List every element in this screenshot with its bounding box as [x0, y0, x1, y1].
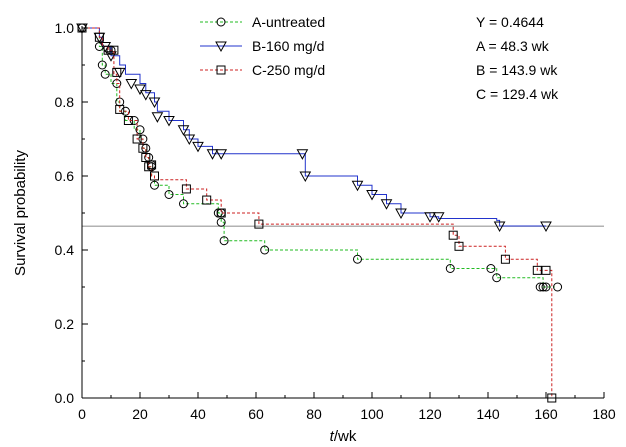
square-marker — [112, 67, 122, 77]
square-marker — [141, 153, 151, 162]
y-tick-label: 0.8 — [55, 94, 75, 110]
triangle-marker — [215, 149, 228, 160]
triangle-marker — [493, 221, 506, 232]
triangle-marker — [432, 212, 445, 223]
plot-area — [76, 23, 604, 403]
x-tick-label: 180 — [592, 406, 616, 422]
triangle-marker — [134, 84, 146, 96]
square-marker — [144, 162, 154, 172]
square-marker — [138, 143, 148, 153]
annotation-text: Y = 0.4644 — [476, 14, 544, 30]
circle-marker — [100, 69, 110, 79]
x-axis-title-italic: t — [330, 428, 335, 445]
square-marker — [109, 45, 119, 55]
legend-label: A-untreated — [252, 14, 325, 30]
circle-marker — [535, 282, 545, 292]
circle-marker — [179, 199, 188, 209]
y-axis-title: Survival probability — [12, 150, 29, 276]
triangle-marker — [148, 97, 161, 109]
circle-marker — [492, 273, 502, 283]
annotations: Y = 0.4644 A = 48.3 wk B = 143.9 wk C = 129… — [476, 14, 559, 102]
square-marker — [454, 241, 464, 251]
square-marker — [132, 134, 142, 144]
x-tick-label: 40 — [190, 406, 206, 422]
circle-marker — [219, 236, 229, 246]
y-tick-label: 0.6 — [55, 168, 75, 184]
square-marker — [147, 160, 157, 170]
triangle-marker — [177, 125, 190, 136]
annotation-text: B = 143.9 wk — [476, 62, 558, 78]
triangle-marker — [206, 149, 219, 160]
x-tick-label: 120 — [418, 406, 442, 422]
circle-marker — [553, 282, 563, 292]
circle-marker — [216, 17, 226, 27]
x-tick-label: 60 — [248, 406, 264, 422]
triangle-marker — [296, 149, 309, 160]
triangle-marker — [424, 212, 436, 223]
x-ticks: 0 20 40 60 80 100 120 140 160 180 — [78, 392, 616, 422]
x-tick-label: 100 — [360, 406, 384, 422]
square-marker — [123, 116, 133, 125]
legend-label: B-160 mg/d — [252, 38, 324, 54]
triangle-marker — [125, 79, 138, 90]
triangle-marker — [395, 208, 407, 220]
square-marker — [500, 254, 510, 264]
circle-marker — [538, 282, 548, 292]
square-marker — [115, 104, 125, 114]
triangle-marker — [151, 112, 164, 123]
triangle-marker — [163, 116, 175, 127]
circle-marker — [97, 60, 107, 70]
legend-label: C-250 mg/d — [252, 62, 325, 78]
x-axis-title-unit: /wk — [334, 428, 357, 445]
triangle-marker — [192, 141, 204, 153]
x-tick-label: 0 — [78, 406, 86, 422]
circle-marker — [135, 125, 145, 135]
square-marker — [103, 45, 113, 55]
y-tick-label: 1.0 — [55, 20, 75, 36]
series-line — [82, 27, 546, 227]
square-marker — [216, 208, 226, 218]
y-tick-label: 0.0 — [55, 390, 75, 406]
circle-marker — [445, 264, 455, 273]
y-tick-label: 0.2 — [55, 316, 75, 332]
series-line — [82, 27, 553, 398]
square-marker — [254, 219, 264, 229]
y-ticks: 0.0 0.2 0.4 0.6 0.8 1.0 — [55, 20, 88, 406]
square-marker — [216, 65, 226, 75]
triangle-marker — [215, 41, 227, 53]
legend: A-untreated B-160 mg/d C-250 mg/d — [200, 14, 325, 78]
triangle-marker — [139, 90, 152, 101]
circle-marker — [164, 190, 174, 199]
triangle-marker — [299, 171, 312, 183]
circle-marker — [353, 254, 362, 264]
x-tick-label: 80 — [306, 406, 322, 422]
circle-marker — [150, 180, 159, 190]
circle-marker — [486, 264, 496, 273]
annotation-text: A = 48.3 wk — [476, 38, 550, 54]
triangle-marker — [366, 190, 378, 201]
annotation-text: C = 129.4 wk — [476, 86, 559, 102]
triangle-marker — [380, 199, 393, 210]
triangle-marker — [540, 221, 552, 232]
square-marker — [448, 230, 458, 240]
triangle-marker — [351, 180, 364, 192]
square-marker — [202, 195, 212, 205]
square-marker — [94, 32, 104, 42]
y-tick-label: 0.4 — [55, 242, 75, 258]
series-line — [82, 27, 555, 288]
square-marker — [181, 184, 191, 194]
x-tick-label: 160 — [534, 406, 558, 422]
x-tick-label: 20 — [132, 406, 148, 422]
x-axis-title: t/wk — [330, 428, 357, 445]
square-marker — [150, 171, 159, 181]
square-marker — [541, 265, 551, 275]
x-tick-label: 140 — [476, 406, 500, 422]
triangle-marker — [183, 134, 196, 146]
circle-marker — [260, 245, 270, 255]
circle-marker — [216, 217, 226, 227]
circle-marker — [541, 282, 551, 292]
square-marker — [532, 265, 542, 275]
